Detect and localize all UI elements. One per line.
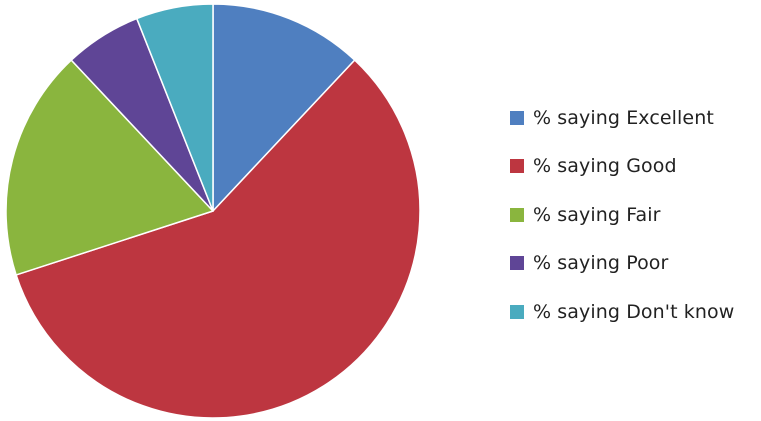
legend-item-good: % saying Good (510, 150, 734, 183)
legend-item-don-t-know: % saying Don't know (510, 295, 734, 328)
legend-item-fair: % saying Fair (510, 198, 734, 231)
legend-item-excellent: % saying Excellent (510, 101, 734, 134)
legend-label-good: % saying Good (533, 155, 677, 177)
legend-swatch-fair (510, 207, 524, 222)
legend-label-fair: % saying Fair (533, 203, 661, 226)
legend-swatch-good (510, 159, 524, 173)
legend-swatch-excellent (510, 110, 524, 125)
legend: % saying Excellent % saying Good % saying … (510, 101, 734, 344)
pie-slice-fair (5, 59, 214, 276)
pie-slice-good (15, 59, 421, 419)
legend-label-excellent: % saying Excellent (533, 106, 714, 129)
legend-swatch-don-t-know (510, 304, 524, 319)
legend-swatch-poor (510, 256, 524, 270)
legend-label-poor: % saying Poor (533, 252, 669, 274)
pie-slice-don-t-know (136, 3, 214, 212)
legend-item-poor: % saying Poor (510, 247, 734, 280)
pie-slice-excellent (212, 3, 356, 212)
legend-label-don-t-know: % saying Don't know (533, 300, 735, 323)
